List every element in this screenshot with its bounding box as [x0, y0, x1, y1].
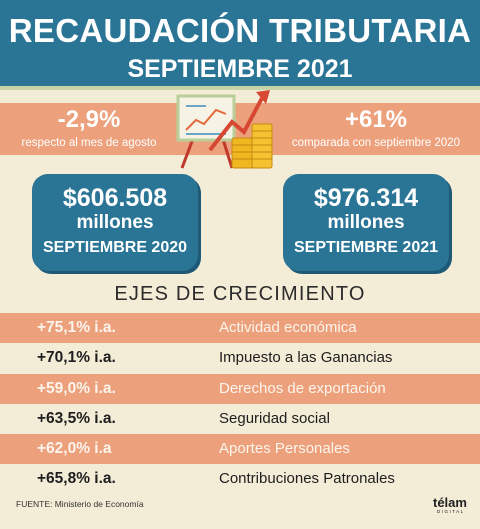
table-row: +70,1% i.a. Impuesto a las Ganancias — [0, 343, 480, 373]
growth-table: +75,1% i.a. Actividad económica +70,1% i… — [0, 313, 480, 495]
logo-subtext: DIGITAL — [437, 509, 465, 514]
table-row: +65,8% i.a. Contribuciones Patronales — [0, 464, 480, 494]
revenue-card-2021: $976.314 millones SEPTIEMBRE 2021 — [283, 174, 449, 271]
growth-value: +62,0% i.a — [37, 440, 112, 458]
growth-value: +59,0% i.a. — [37, 379, 116, 397]
table-row: +59,0% i.a. Derechos de exportación — [0, 373, 480, 404]
telam-logo: télam DIGITAL — [433, 496, 467, 515]
growth-label: Impuesto a las Ganancias — [219, 349, 393, 367]
growth-label: Actividad económica — [219, 319, 357, 336]
yearly-change-label: comparada con septiembre 2020 — [291, 137, 461, 149]
revenue-period: SEPTIEMBRE 2020 — [42, 239, 188, 256]
source-note: FUENTE: Ministerio de Economía — [16, 499, 144, 509]
growth-value: +70,1% i.a. — [37, 349, 116, 367]
growth-label: Seguridad social — [219, 409, 330, 427]
growth-label: Contribuciones Patronales — [219, 470, 395, 488]
coin-stacks-icon — [231, 123, 273, 169]
revenue-period: SEPTIEMBRE 2021 — [293, 239, 439, 256]
yearly-change-value: +61% — [344, 106, 408, 133]
monthly-change-label: respecto al mes de agosto — [21, 137, 157, 149]
header-banner: RECAUDACIÓN TRIBUTARIA SEPTIEMBRE 2021 — [0, 0, 480, 90]
revenue-card-2020: $606.508 millones SEPTIEMBRE 2020 — [32, 174, 198, 271]
growth-label: Aportes Personales — [219, 440, 350, 458]
growth-chart-board-icon — [176, 90, 273, 169]
table-row: +63,5% i.a. Seguridad social — [0, 404, 480, 434]
main-subtitle: SEPTIEMBRE 2021 — [127, 55, 353, 83]
growth-value: +63,5% i.a. — [37, 409, 116, 427]
revenue-amount: $606.508 — [62, 184, 168, 212]
revenue-unit: millones — [76, 212, 154, 233]
table-row: +62,0% i.a Aportes Personales — [0, 434, 480, 465]
section-title: EJES DE CRECIMIENTO — [114, 283, 366, 305]
revenue-unit: millones — [327, 212, 405, 233]
yearly-change-stat: +61% comparada con septiembre 2020 — [272, 107, 480, 151]
logo-text: télam — [433, 495, 467, 510]
revenue-amount: $976.314 — [313, 184, 419, 212]
monthly-change-value: -2,9% — [57, 106, 121, 133]
growth-value: +75,1% i.a. — [37, 319, 116, 336]
growth-label: Derechos de exportación — [219, 379, 386, 397]
monthly-change-stat: -2,9% respecto al mes de agosto — [0, 107, 178, 151]
table-row: +75,1% i.a. Actividad económica — [0, 313, 480, 344]
growth-value: +65,8% i.a. — [37, 470, 116, 488]
main-title: RECAUDACIÓN TRIBUTARIA — [8, 12, 472, 49]
